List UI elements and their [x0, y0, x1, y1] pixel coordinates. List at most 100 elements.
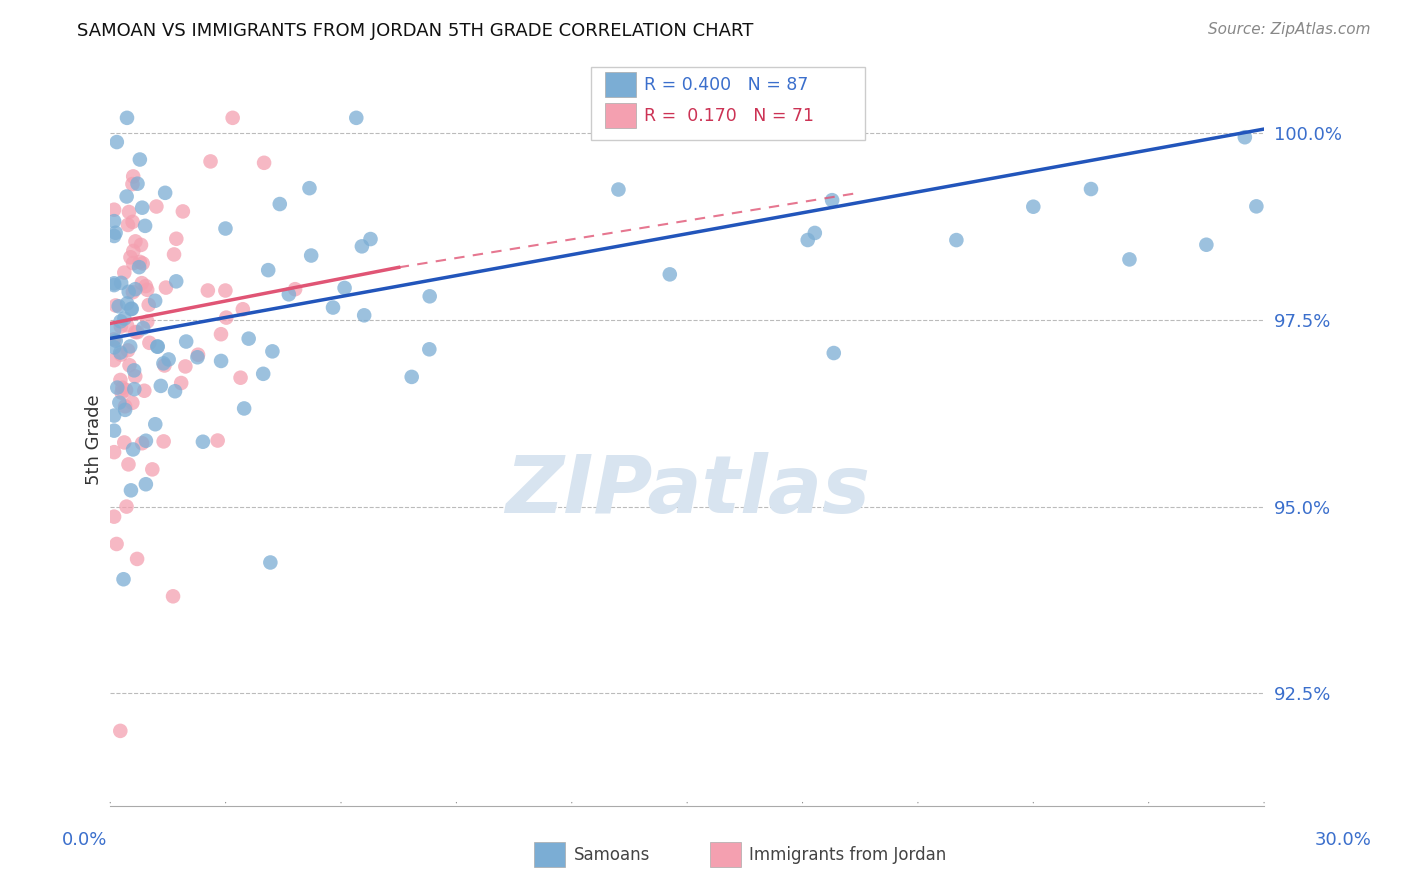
Point: [110, 276, 132, 290]
Point: [165, 232, 187, 246]
Point: [796, 233, 818, 247]
Point: [804, 226, 827, 240]
Point: [257, 263, 280, 277]
Point: [120, 301, 142, 316]
Point: [127, 177, 149, 191]
Point: [136, 314, 159, 328]
Point: [262, 344, 284, 359]
Point: [186, 351, 208, 365]
Point: [1195, 237, 1218, 252]
Point: [145, 200, 167, 214]
Point: [135, 477, 157, 491]
Point: [103, 278, 125, 293]
Point: [821, 193, 844, 207]
Point: [103, 340, 125, 354]
Point: [209, 354, 232, 368]
Point: [135, 434, 157, 448]
Point: [149, 379, 172, 393]
Point: [172, 204, 194, 219]
Point: [122, 244, 145, 258]
Point: [108, 395, 131, 409]
Point: [344, 111, 367, 125]
Point: [163, 384, 186, 399]
Point: [238, 332, 260, 346]
Point: [120, 483, 142, 498]
Point: [174, 359, 197, 374]
Point: [111, 385, 134, 400]
Point: [191, 434, 214, 449]
Point: [299, 248, 322, 262]
Point: [103, 445, 125, 459]
Point: [103, 332, 125, 346]
Point: [132, 321, 155, 335]
Point: [110, 314, 132, 328]
Point: [110, 723, 132, 738]
Point: [115, 296, 138, 310]
Point: [110, 373, 132, 387]
Point: [122, 285, 145, 300]
Text: R =  0.170   N = 71: R = 0.170 N = 71: [644, 107, 814, 125]
Point: [103, 277, 125, 291]
Point: [115, 111, 138, 125]
Y-axis label: 5th Grade: 5th Grade: [86, 394, 103, 484]
Text: 0.0%: 0.0%: [62, 831, 107, 849]
Point: [1080, 182, 1102, 196]
Point: [233, 401, 256, 416]
Point: [115, 383, 138, 397]
Point: [111, 381, 134, 395]
Point: [138, 335, 160, 350]
Point: [229, 370, 252, 384]
Point: [209, 327, 232, 342]
Point: [1022, 200, 1045, 214]
Point: [143, 417, 166, 432]
Point: [146, 340, 169, 354]
Point: [121, 177, 143, 191]
Point: [153, 359, 176, 373]
Point: [174, 334, 197, 349]
Point: [131, 201, 153, 215]
Point: [418, 343, 440, 357]
Point: [1246, 199, 1268, 213]
Point: [135, 279, 157, 293]
Point: [143, 293, 166, 308]
Point: [127, 552, 149, 566]
Point: [118, 285, 141, 299]
Point: [112, 266, 135, 280]
Point: [105, 537, 128, 551]
Text: Source: ZipAtlas.com: Source: ZipAtlas.com: [1208, 22, 1371, 37]
Point: [128, 255, 150, 269]
Point: [110, 345, 132, 359]
Point: [298, 181, 321, 195]
Point: [103, 229, 125, 244]
Point: [252, 367, 274, 381]
Point: [120, 339, 142, 353]
Point: [105, 381, 128, 395]
Point: [322, 301, 344, 315]
Point: [146, 339, 169, 353]
Point: [103, 353, 125, 368]
Point: [131, 276, 153, 290]
Point: [124, 235, 146, 249]
Point: [136, 283, 159, 297]
Point: [259, 556, 281, 570]
Text: ZIPatlas: ZIPatlas: [505, 451, 870, 530]
Point: [112, 311, 135, 326]
Point: [131, 256, 153, 270]
Point: [114, 399, 136, 413]
Point: [197, 284, 219, 298]
Point: [658, 268, 681, 282]
Point: [103, 424, 125, 438]
Point: [269, 197, 291, 211]
Point: [124, 282, 146, 296]
Point: [128, 260, 150, 275]
Text: R = 0.400   N = 87: R = 0.400 N = 87: [644, 76, 808, 94]
Point: [103, 214, 125, 228]
Point: [162, 590, 184, 604]
Point: [104, 298, 127, 312]
Point: [823, 346, 845, 360]
Point: [200, 154, 222, 169]
Point: [122, 363, 145, 377]
Point: [115, 500, 138, 514]
Point: [353, 308, 375, 322]
Point: [110, 319, 132, 334]
